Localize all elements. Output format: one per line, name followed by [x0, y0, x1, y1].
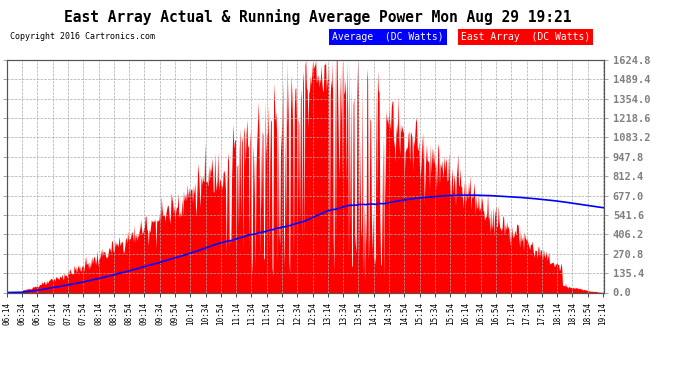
- Text: East Array Actual & Running Average Power Mon Aug 29 19:21: East Array Actual & Running Average Powe…: [63, 9, 571, 26]
- Text: Average  (DC Watts): Average (DC Watts): [332, 32, 444, 42]
- Text: Copyright 2016 Cartronics.com: Copyright 2016 Cartronics.com: [10, 32, 155, 41]
- Text: East Array  (DC Watts): East Array (DC Watts): [460, 32, 590, 42]
